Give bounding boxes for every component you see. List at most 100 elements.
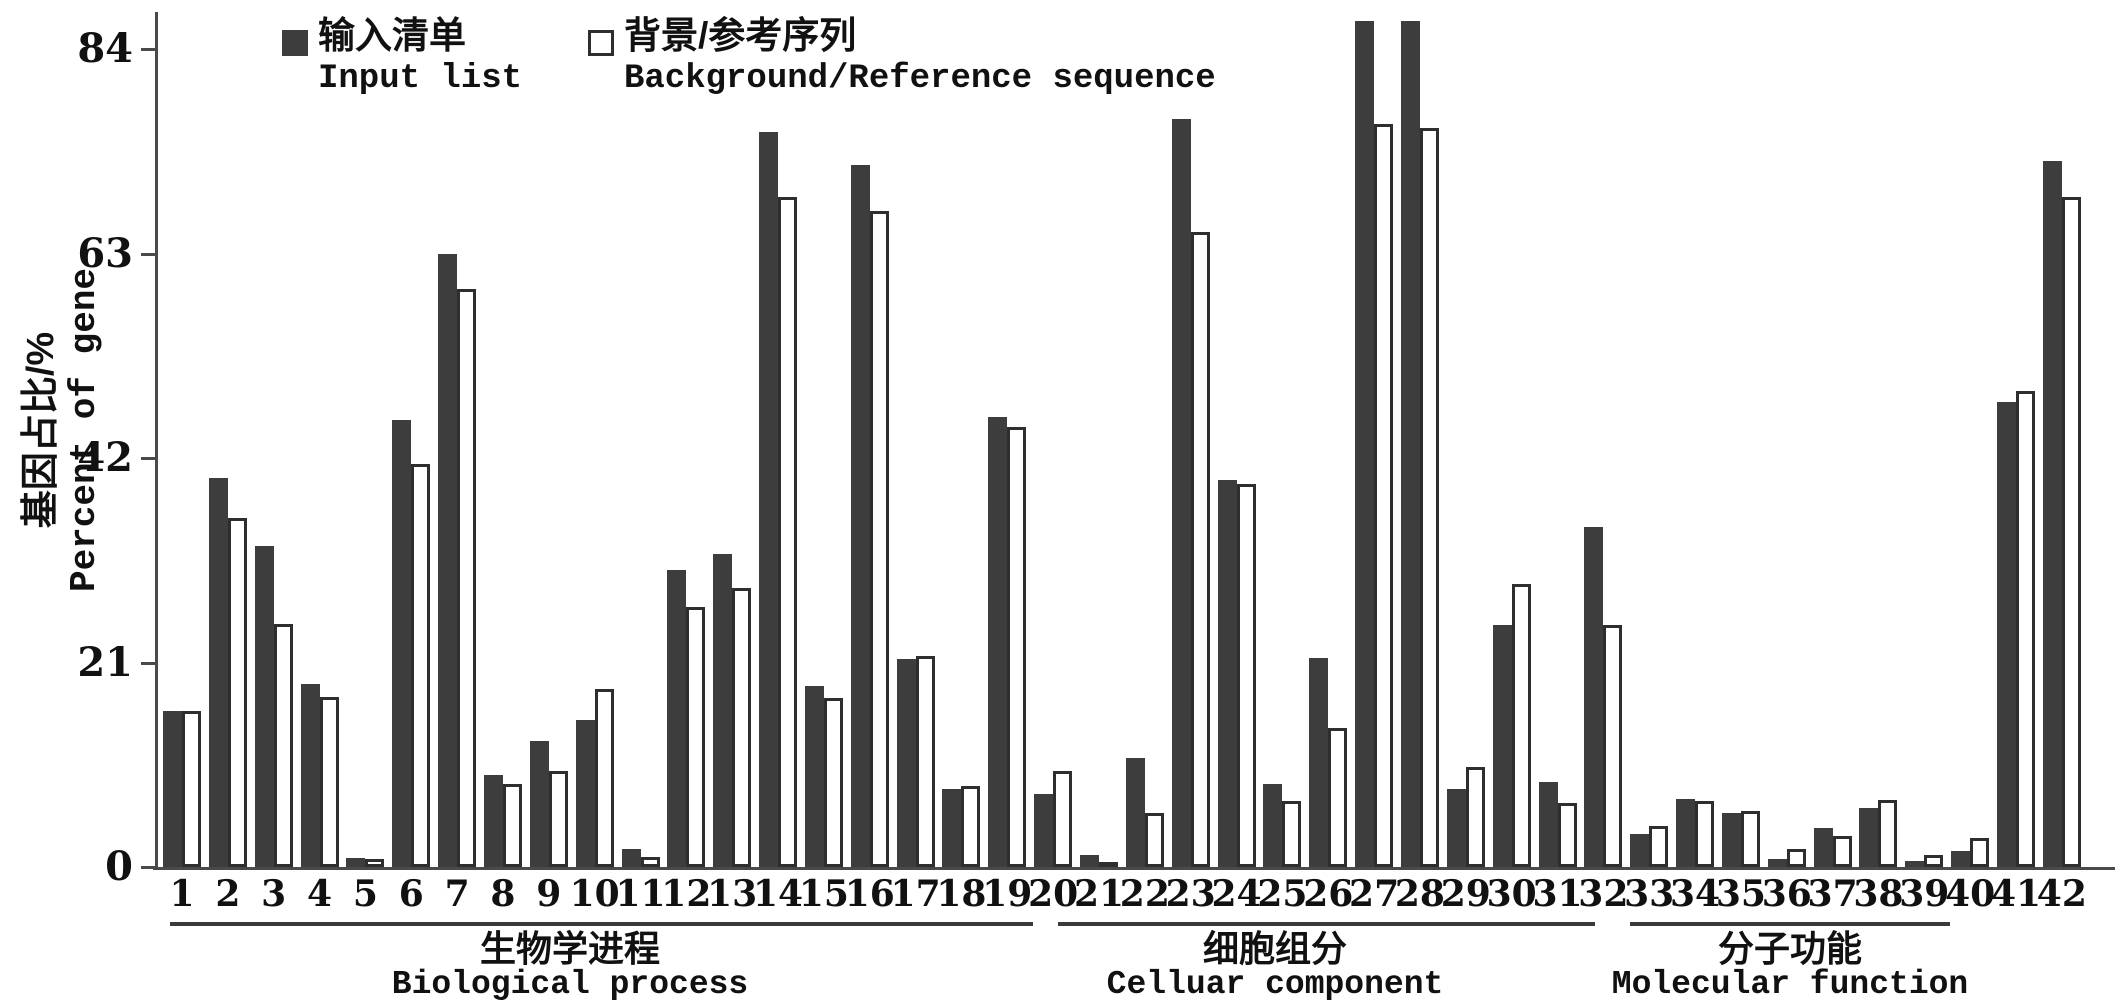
bar-input-list-33 <box>1630 833 1650 867</box>
bar-input-list-29 <box>1446 789 1466 867</box>
bar-background-11 <box>640 857 660 867</box>
x-tick-label-10: 10 <box>569 873 620 915</box>
y-tick-0 <box>141 866 155 869</box>
x-tick-label-22: 22 <box>1119 873 1170 915</box>
bar-background-17 <box>915 655 935 867</box>
x-tick-label-11: 11 <box>615 873 666 915</box>
bar-background-15 <box>823 697 843 867</box>
y-tick-42 <box>141 457 155 460</box>
bar-input-list-31 <box>1538 782 1558 867</box>
bar-input-list-16 <box>850 164 870 867</box>
x-tick-label-35: 35 <box>1715 873 1766 915</box>
x-tick-label-29: 29 <box>1440 873 1491 915</box>
x-tick-label-31: 31 <box>1532 873 1583 915</box>
x-tick-label-15: 15 <box>798 873 849 915</box>
bar-background-31 <box>1557 802 1577 867</box>
bar-background-24 <box>1236 484 1256 867</box>
bar-background-1 <box>182 711 201 867</box>
y-axis-line <box>155 12 158 870</box>
x-tick-label-41: 41 <box>1990 873 2042 915</box>
bar-background-30 <box>1511 583 1531 867</box>
bar-background-33 <box>1649 826 1669 867</box>
bar-input-list-11 <box>621 849 641 867</box>
bar-background-7 <box>457 288 477 867</box>
group-underline-2 <box>1058 922 1595 926</box>
x-tick-label-37: 37 <box>1807 873 1858 915</box>
bar-input-list-7 <box>438 253 458 867</box>
y-tick-63 <box>141 252 155 256</box>
bar-input-list-21 <box>1080 855 1099 867</box>
group-label-zh: 分子功能 <box>1717 928 1862 969</box>
group-label-en: Molecular function <box>1611 966 1969 1003</box>
bar-background-27 <box>1374 123 1394 867</box>
legend-entry-input-list: 输入清单 Input list <box>282 14 522 100</box>
bar-background-26 <box>1328 727 1348 867</box>
bar-input-list-17 <box>896 658 916 867</box>
legend-background-en: Background/Reference sequence <box>624 60 1216 98</box>
group-label-zh: 生物学进程 <box>479 928 660 969</box>
x-axis-line <box>153 867 2115 870</box>
bar-input-list-18 <box>942 789 962 867</box>
x-tick-label-14: 14 <box>752 873 804 915</box>
x-tick-label-20: 20 <box>1028 873 1079 915</box>
bar-background-32 <box>1603 625 1623 867</box>
bar-background-38 <box>1878 799 1898 867</box>
x-tick-label-23: 23 <box>1165 873 1216 915</box>
x-tick-label-21: 21 <box>1073 873 1125 915</box>
x-tick-label-3: 3 <box>261 873 287 915</box>
bar-input-list-28 <box>1400 20 1420 867</box>
bar-input-list-24 <box>1217 480 1237 867</box>
bar-input-list-23 <box>1171 119 1191 867</box>
bar-input-list-30 <box>1492 625 1512 867</box>
y-tick-label-63: 63 <box>77 229 133 277</box>
bar-background-12 <box>686 606 706 867</box>
legend-input-list-en: Input list <box>318 60 523 98</box>
x-tick-label-42: 42 <box>2036 873 2087 915</box>
bar-input-list-41 <box>1997 402 2016 867</box>
bar-background-9 <box>548 770 568 867</box>
bar-background-25 <box>1282 800 1302 867</box>
x-tick-label-27: 27 <box>1349 873 1400 915</box>
group-label-1: 生物学进程 Biological process <box>250 930 890 1002</box>
bar-background-20 <box>1053 770 1073 867</box>
legend-input-list-zh: 输入清单 <box>318 15 466 56</box>
bar-input-list-37 <box>1813 828 1833 867</box>
group-underline-3 <box>1630 922 1950 926</box>
x-tick-label-25: 25 <box>1257 873 1308 915</box>
x-tick-label-6: 6 <box>398 873 424 915</box>
bar-background-16 <box>869 210 889 867</box>
bar-background-35 <box>1740 810 1760 867</box>
open-square-icon <box>588 30 614 56</box>
bar-input-list-5 <box>346 858 366 867</box>
x-tick-label-13: 13 <box>707 873 758 915</box>
bar-input-list-42 <box>2042 160 2062 867</box>
bar-background-41 <box>2016 390 2035 867</box>
bar-input-list-27 <box>1355 20 1375 867</box>
x-tick-label-12: 12 <box>661 873 712 915</box>
bar-background-21 <box>1099 862 1118 869</box>
bar-input-list-19 <box>988 417 1008 867</box>
y-tick-label-42: 42 <box>77 434 133 481</box>
bar-input-list-35 <box>1721 813 1741 867</box>
x-tick-label-39: 39 <box>1899 873 1950 915</box>
x-tick-label-1: 1 <box>169 873 195 915</box>
bar-input-list-6 <box>392 420 412 867</box>
x-tick-label-18: 18 <box>936 873 987 915</box>
legend-text: 输入清单 Input list <box>318 14 522 100</box>
bar-input-list-10 <box>575 719 595 867</box>
x-tick-label-33: 33 <box>1624 873 1675 915</box>
bar-input-list-36 <box>1767 859 1787 867</box>
bar-background-13 <box>732 588 752 867</box>
legend-entry-background-reference: 背景/参考序列 Background/Reference sequence <box>588 14 1216 100</box>
x-tick-label-34: 34 <box>1669 873 1721 915</box>
x-tick-label-7: 7 <box>444 873 470 915</box>
legend-text: 背景/参考序列 Background/Reference sequence <box>624 14 1216 100</box>
y-tick-label-21: 21 <box>77 638 133 686</box>
bar-background-10 <box>594 688 614 867</box>
x-tick-label-2: 2 <box>215 873 241 915</box>
y-tick-84 <box>141 48 155 51</box>
bar-input-list-2 <box>208 478 228 867</box>
bar-background-6 <box>411 463 431 867</box>
bar-input-list-22 <box>1125 757 1145 867</box>
